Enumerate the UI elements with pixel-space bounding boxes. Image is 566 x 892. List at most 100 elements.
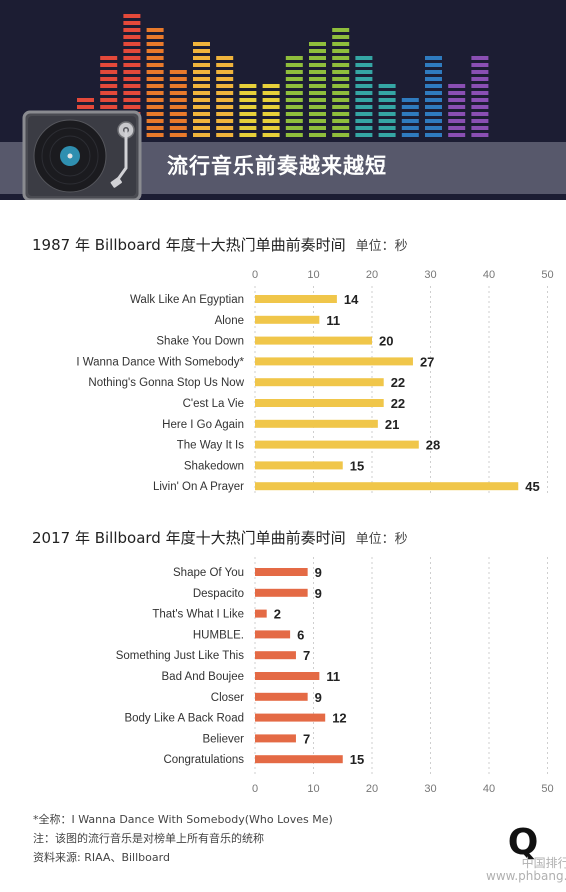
eq-segment (193, 126, 210, 130)
page-title: 流行音乐前奏越来越短 (167, 154, 387, 178)
eq-segment (146, 42, 164, 46)
eq-segment (285, 126, 303, 130)
bar (255, 336, 372, 345)
eq-segment (355, 126, 373, 130)
category-label: Livin' On A Prayer (153, 481, 244, 493)
eq-segment (448, 91, 466, 95)
eq-segment (285, 63, 303, 67)
eq-segment (471, 84, 489, 88)
category-label: That's What I Like (152, 609, 244, 621)
tick-label: 50 (541, 783, 553, 795)
eq-segment (378, 133, 396, 137)
eq-segment (355, 112, 373, 116)
header-banner: 流行音乐前奏越来越短 (0, 0, 566, 200)
eq-segment (193, 77, 210, 81)
eq-segment (378, 126, 396, 130)
eq-segment (77, 105, 94, 109)
eq-segment (193, 49, 210, 53)
category-label: Believer (202, 733, 244, 745)
eq-segment (216, 119, 234, 123)
publisher-logo: Q (508, 822, 538, 862)
eq-segment (448, 126, 466, 130)
eq-segment (448, 133, 466, 137)
eq-segment (355, 84, 373, 88)
eq-segment (448, 105, 466, 109)
eq-segment (123, 42, 141, 46)
eq-segment (471, 70, 489, 74)
eq-segment (309, 42, 326, 46)
chart-title-2017: 2017 年 Billboard 年度十大热门单曲前奏时间 单位：秒 (32, 527, 408, 548)
eq-segment (123, 14, 141, 18)
eq-segment (332, 112, 350, 116)
bar (255, 630, 291, 639)
category-label: Closer (211, 692, 244, 704)
eq-segment (216, 56, 234, 60)
category-label: Alone (215, 315, 244, 327)
value-label: 9 (315, 565, 322, 580)
eq-segment (448, 112, 466, 116)
value-label: 11 (326, 669, 340, 684)
eq-segment (285, 70, 303, 74)
bar (255, 440, 419, 449)
bar (255, 419, 378, 428)
eq-segment (332, 126, 350, 130)
eq-segment (309, 98, 326, 102)
eq-segment (146, 105, 164, 109)
tick-label: 30 (424, 783, 436, 795)
eq-segment (123, 49, 141, 53)
eq-segment (216, 91, 234, 95)
value-label: 15 (350, 752, 364, 767)
eq-segment (216, 98, 234, 102)
eq-segment (100, 91, 118, 95)
eq-segment (309, 105, 326, 109)
eq-segment (401, 133, 419, 137)
eq-segment (239, 133, 257, 137)
bar-chart-1987: 0 10 20 30 40 50 Walk Like An Egyptian 14 Alone 1… (76, 269, 554, 495)
tick-label: 0 (252, 783, 258, 795)
eq-segment (425, 84, 442, 88)
bar (255, 357, 413, 366)
bar (255, 461, 343, 470)
eq-segment (123, 77, 141, 81)
value-label: 12 (332, 711, 346, 726)
eq-segment (309, 63, 326, 67)
eq-segment (378, 91, 396, 95)
eq-segment (123, 21, 141, 25)
eq-segment (262, 98, 280, 102)
eq-segment (355, 77, 373, 81)
category-label: Congratulations (163, 754, 244, 766)
bar (255, 755, 343, 764)
eq-segment (216, 105, 234, 109)
value-label: 9 (315, 690, 322, 705)
eq-segment (309, 84, 326, 88)
eq-segment (239, 98, 257, 102)
bar (255, 588, 308, 597)
chart-title-text: 2017 年 Billboard 年度十大热门单曲前奏时间 (32, 529, 346, 547)
eq-segment (425, 105, 442, 109)
eq-segment (332, 63, 350, 67)
eq-segment (309, 91, 326, 95)
eq-segment (448, 84, 466, 88)
chart-unit-label: 单位：秒 (355, 239, 408, 254)
eq-segment (262, 105, 280, 109)
eq-segment (355, 119, 373, 123)
value-label: 6 (297, 627, 304, 642)
eq-segment (425, 126, 442, 130)
eq-segment (309, 119, 326, 123)
value-label: 20 (379, 334, 393, 349)
eq-segment (425, 56, 442, 60)
eq-segment (146, 133, 164, 137)
eq-segment (332, 98, 350, 102)
eq-segment (100, 105, 118, 109)
eq-segment (471, 77, 489, 81)
eq-segment (471, 112, 489, 116)
eq-segment (309, 77, 326, 81)
eq-segment (123, 35, 141, 39)
tick-label: 10 (307, 269, 319, 281)
eq-segment (123, 28, 141, 32)
tick-label: 20 (366, 269, 378, 281)
eq-segment (146, 112, 164, 116)
eq-segment (285, 77, 303, 81)
eq-segment (332, 119, 350, 123)
eq-segment (332, 77, 350, 81)
